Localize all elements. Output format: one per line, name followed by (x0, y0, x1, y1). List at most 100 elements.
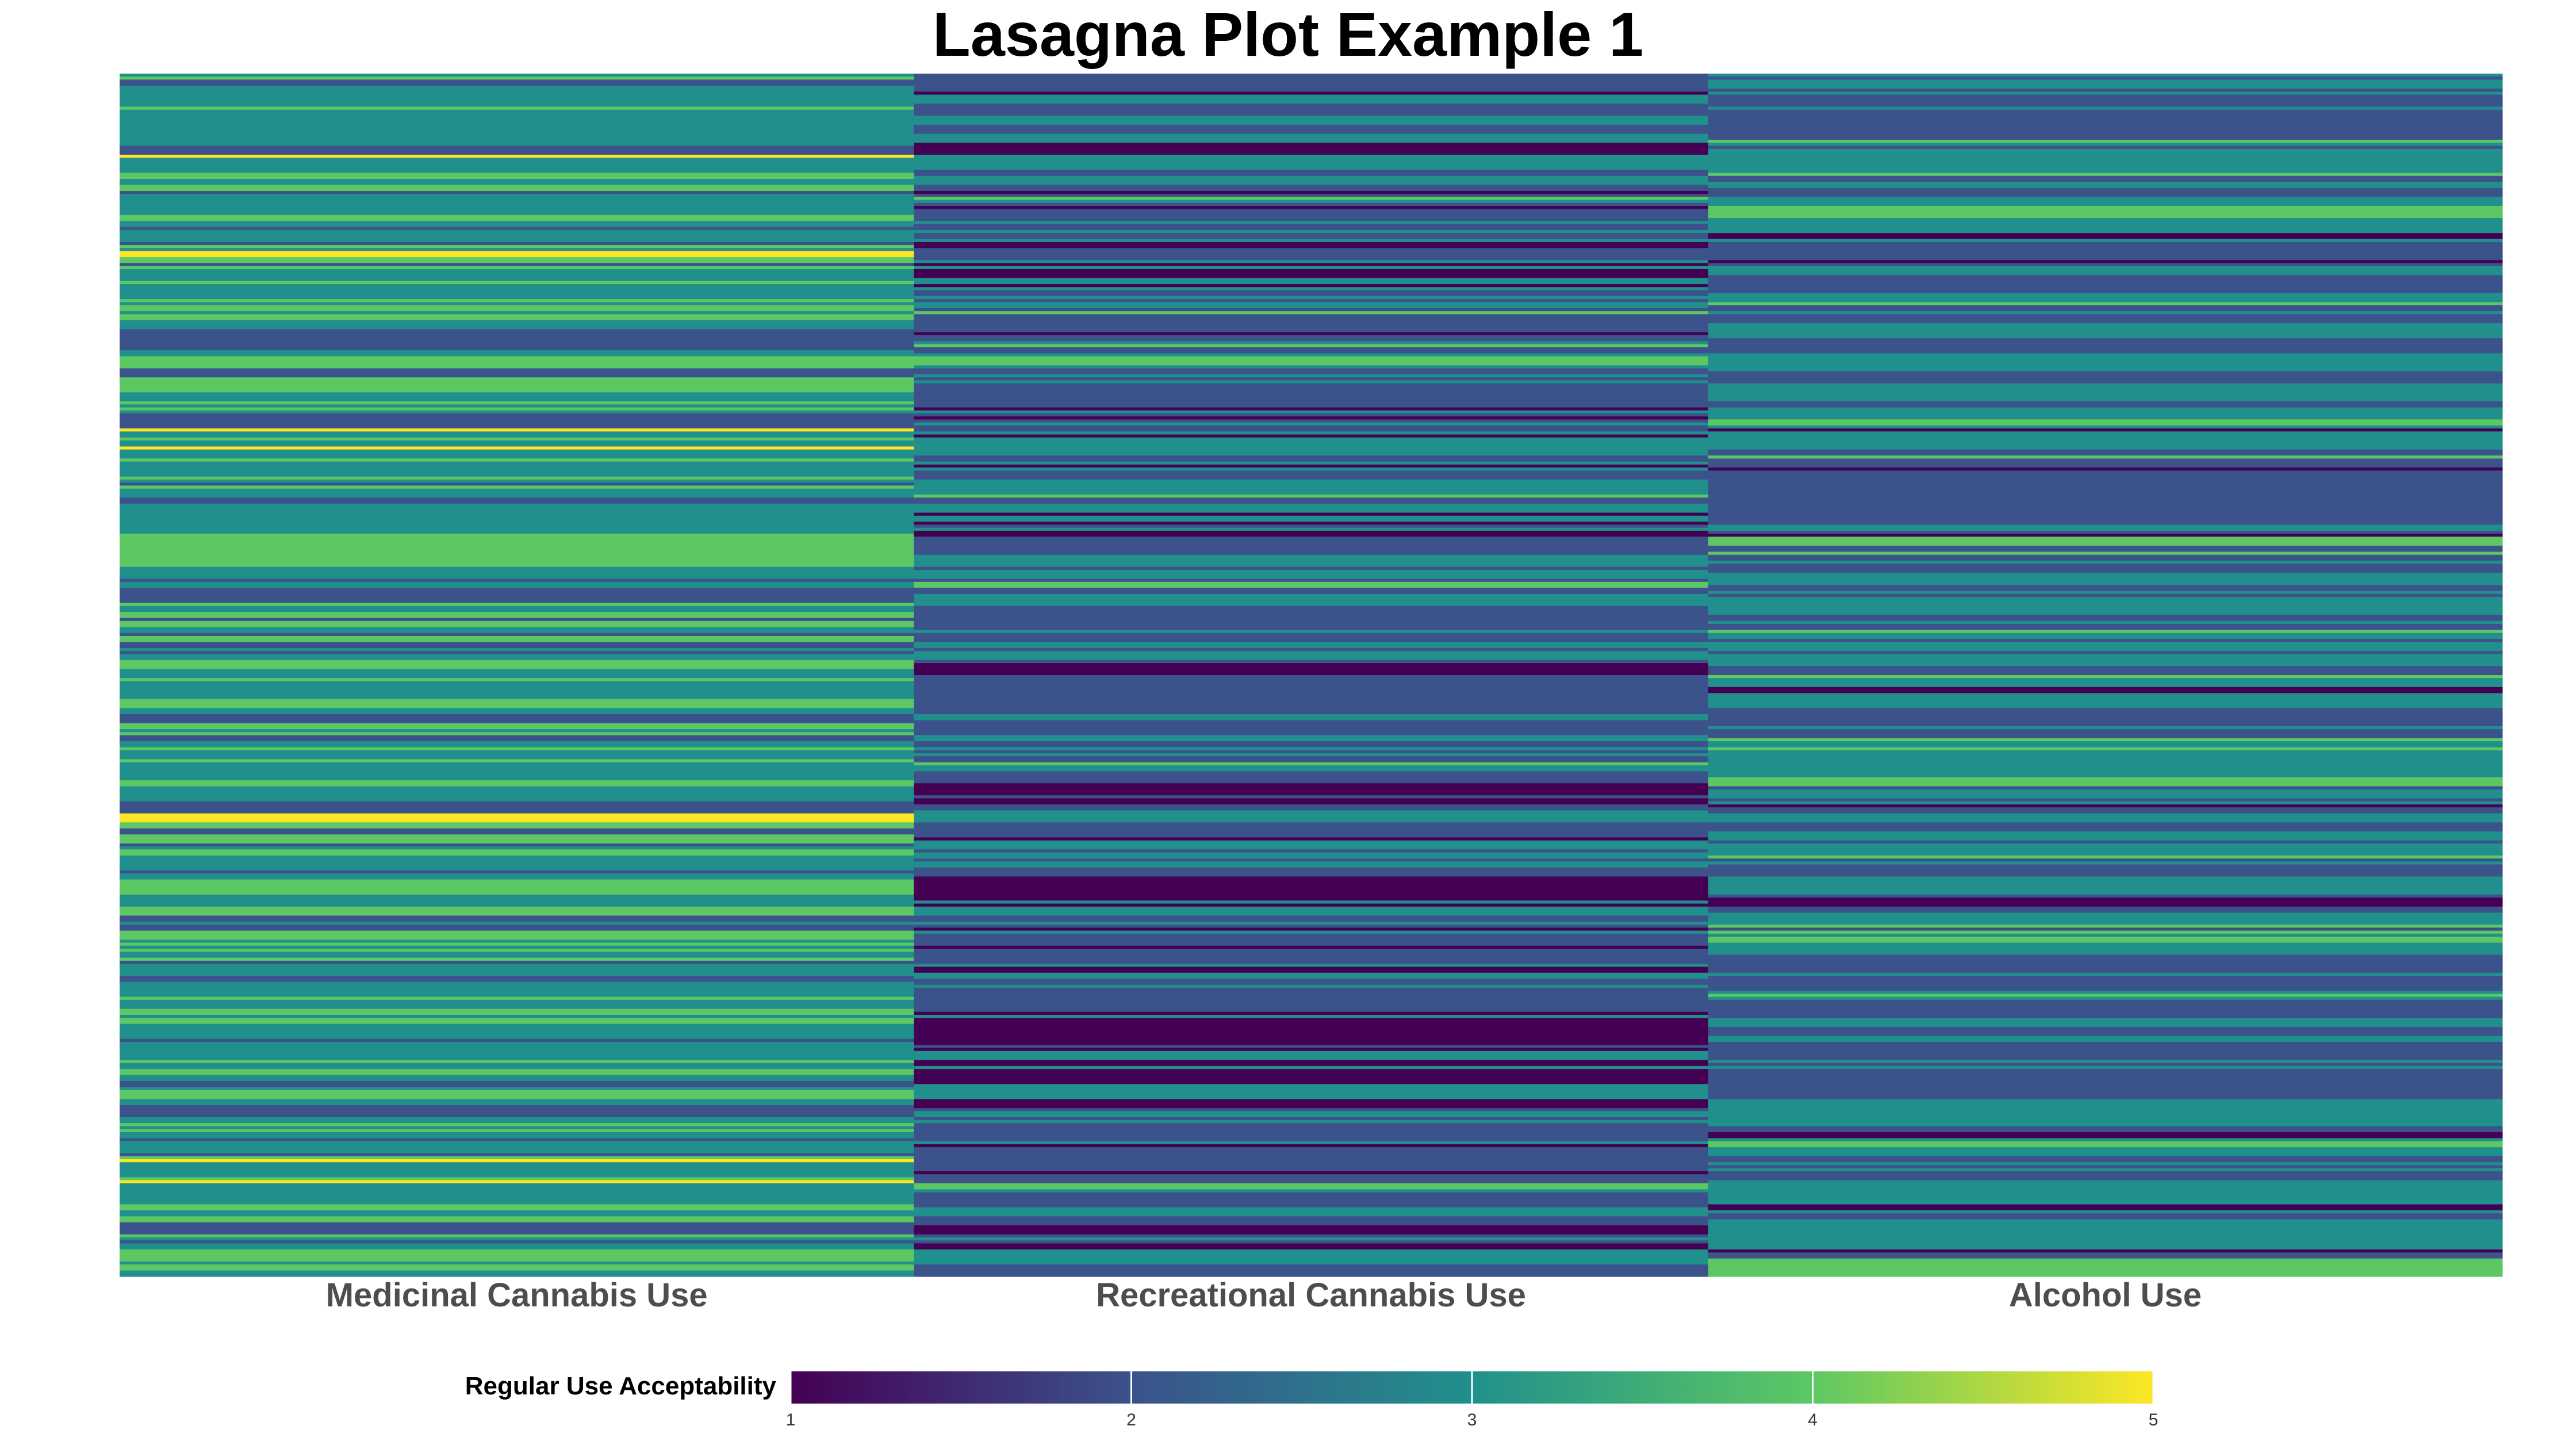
heatmap-cell (914, 551, 1709, 555)
heatmap-cell (1708, 209, 2503, 213)
heatmap-cell (120, 530, 914, 534)
heatmap-cell (120, 476, 914, 480)
heatmap-cell (914, 163, 1709, 167)
heatmap-cell (914, 564, 1709, 568)
heatmap-cell (1708, 639, 2503, 643)
heatmap-cell (120, 669, 914, 673)
heatmap-cell (120, 470, 914, 474)
heatmap-cell (1708, 197, 2503, 201)
heatmap-cell (120, 840, 914, 844)
heatmap-cell (1708, 945, 2503, 949)
heatmap-cell (120, 551, 914, 555)
heatmap-cell (1708, 597, 2503, 600)
heatmap-cell (120, 251, 914, 255)
heatmap-cell (120, 651, 914, 654)
heatmap-cell (1708, 693, 2503, 697)
heatmap-cell (914, 476, 1709, 480)
heatmap-cell (914, 1180, 1709, 1184)
heatmap-cell (1708, 287, 2503, 291)
heatmap-cell (914, 446, 1709, 450)
heatmap-cell (120, 419, 914, 423)
heatmap-cell (120, 558, 914, 561)
heatmap-cell (120, 206, 914, 209)
heatmap-cell (914, 759, 1709, 763)
heatmap-cell (1708, 1162, 2503, 1166)
heatmap-cell (1708, 627, 2503, 631)
heatmap-cell (1708, 97, 2503, 101)
heatmap-cell (120, 314, 914, 318)
heatmap-cell (120, 124, 914, 128)
heatmap-cell (120, 488, 914, 492)
heatmap-cell (914, 909, 1709, 913)
heatmap-cell (1708, 236, 2503, 240)
heatmap-cell (914, 91, 1709, 95)
heatmap-cell (1708, 1195, 2503, 1199)
heatmap-cell (120, 404, 914, 408)
heatmap-cell (120, 909, 914, 913)
heatmap-cell (914, 927, 1709, 931)
heatmap-cell (1708, 1252, 2503, 1256)
heatmap-cell (120, 485, 914, 489)
heatmap-cell (1708, 906, 2503, 910)
heatmap-cell (914, 260, 1709, 264)
heatmap-cell (914, 864, 1709, 868)
heatmap-cell (1708, 260, 2503, 264)
heatmap-cell (1708, 1069, 2503, 1072)
heatmap-cell (120, 524, 914, 528)
heatmap-cell (914, 236, 1709, 240)
heatmap-cell (120, 1126, 914, 1130)
heatmap-cell (120, 1026, 914, 1030)
heatmap-cell (120, 1186, 914, 1190)
heatmap-cell (120, 160, 914, 164)
heatmap-cell (1708, 278, 2503, 282)
heatmap-cell (1708, 605, 2503, 610)
heatmap-cell (120, 185, 914, 189)
heatmap-cell (120, 443, 914, 447)
heatmap-cell (914, 425, 1709, 429)
heatmap-cell (914, 1108, 1709, 1111)
heatmap-cell (120, 200, 914, 204)
heatmap-cell (914, 440, 1709, 444)
heatmap-cell (914, 795, 1709, 799)
heatmap-cell (1708, 82, 2503, 86)
heatmap-cell (1708, 103, 2503, 108)
heatmap-cell (1708, 831, 2503, 835)
heatmap-cell (1708, 305, 2503, 309)
heatmap-cell (1708, 723, 2503, 727)
heatmap-cell (1708, 720, 2503, 724)
heatmap-cell (120, 491, 914, 495)
heatmap-cell (914, 1234, 1709, 1238)
heatmap-cell (120, 639, 914, 643)
heatmap-cell (914, 1063, 1709, 1067)
heatmap-cell (120, 816, 914, 820)
heatmap-cell (914, 443, 1709, 447)
heatmap-cell (914, 952, 1709, 955)
heatmap-cell (120, 263, 914, 267)
heatmap-cell (914, 1081, 1709, 1084)
heatmap-cell (120, 1065, 914, 1070)
heatmap-cell (914, 175, 1709, 179)
heatmap-cell (120, 672, 914, 676)
heatmap-cell (1708, 206, 2503, 209)
heatmap-cell (1708, 1213, 2503, 1217)
heatmap-cell (914, 1186, 1709, 1190)
heatmap-cell (120, 687, 914, 691)
heatmap-cell (914, 747, 1709, 751)
heatmap-cell (120, 876, 914, 880)
heatmap-cell (120, 729, 914, 733)
heatmap-cell (914, 214, 1709, 218)
heatmap-cell (120, 94, 914, 98)
heatmap-cell (120, 143, 914, 147)
heatmap-cell (120, 1084, 914, 1088)
heatmap-cell (120, 762, 914, 766)
heatmap-cell (1708, 1051, 2503, 1055)
heatmap-cell (1708, 696, 2503, 700)
heatmap-cell (914, 1096, 1709, 1100)
heatmap-cell (1708, 666, 2503, 670)
heatmap-cell (914, 705, 1709, 709)
heatmap-cell (120, 849, 914, 853)
heatmap-cell (914, 780, 1709, 784)
heatmap-cell (120, 473, 914, 477)
heatmap-cell (914, 269, 1709, 273)
heatmap-cell (120, 1108, 914, 1111)
